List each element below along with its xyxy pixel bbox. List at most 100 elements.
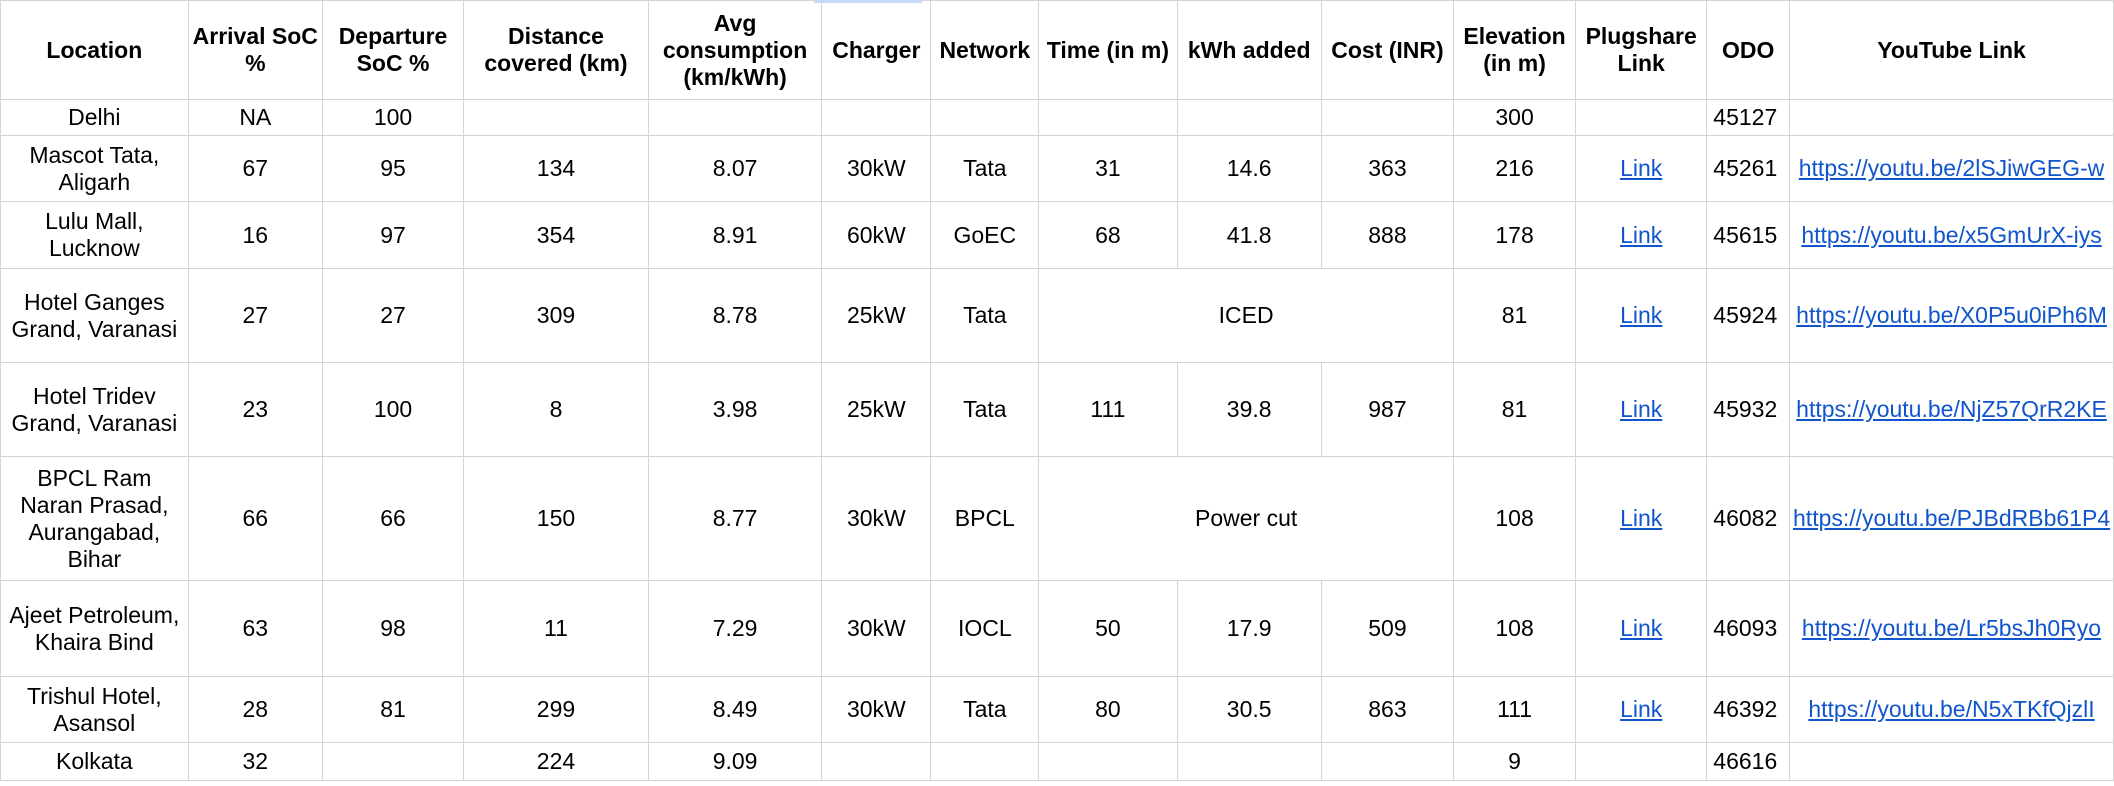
cell-charger[interactable]: 30kW — [821, 456, 932, 581]
cell-plugshare[interactable]: Link — [1575, 362, 1708, 457]
cell-distance[interactable]: 134 — [463, 135, 649, 202]
cell-network[interactable] — [930, 99, 1040, 136]
youtube-link[interactable]: https://youtu.be/2lSJiwGEG-w — [1798, 155, 2105, 181]
cell-cost[interactable]: 987 — [1320, 362, 1455, 457]
youtube-link[interactable]: https://youtu.be/N5xTKfQjzlI — [1808, 696, 2095, 722]
header-charger[interactable]: Charger — [821, 0, 932, 100]
cell-odo[interactable]: 45932 — [1706, 362, 1791, 457]
cell-charger[interactable]: 25kW — [821, 268, 932, 363]
cell-location[interactable]: Hotel Ganges Grand, Varanasi — [0, 268, 189, 363]
header-location[interactable]: Location — [0, 0, 189, 100]
cell-network[interactable] — [930, 742, 1040, 781]
cell-departure-soc[interactable]: 97 — [321, 201, 465, 269]
plugshare-link[interactable]: Link — [1620, 155, 1663, 181]
cell-location[interactable]: Delhi — [0, 99, 189, 136]
cell-departure-soc[interactable]: 95 — [321, 135, 465, 202]
cell-distance[interactable]: 11 — [463, 580, 649, 677]
cell-charger[interactable]: 60kW — [821, 201, 932, 269]
header-time[interactable]: Time (in m) — [1038, 0, 1178, 100]
cell-youtube[interactable] — [1789, 99, 2114, 136]
header-youtube[interactable]: YouTube Link — [1789, 0, 2114, 100]
cell-odo[interactable]: 45924 — [1706, 268, 1791, 363]
cell-network[interactable]: IOCL — [930, 580, 1040, 677]
cell-avg-consumption[interactable]: 9.09 — [647, 742, 823, 781]
cell-arrival-soc[interactable]: 67 — [187, 135, 323, 202]
cell-distance[interactable]: 8 — [463, 362, 649, 457]
plugshare-link[interactable]: Link — [1620, 221, 1663, 248]
cell-time[interactable]: 68 — [1038, 201, 1178, 269]
plugshare-link[interactable]: Link — [1620, 505, 1663, 531]
cell-arrival-soc[interactable]: 27 — [187, 268, 323, 363]
cell-kwh-added[interactable]: 39.8 — [1176, 362, 1322, 457]
cell-departure-soc[interactable]: 66 — [321, 456, 465, 581]
cell-cost[interactable]: 509 — [1320, 580, 1455, 677]
cell-cost[interactable]: 363 — [1320, 135, 1455, 202]
cell-merged-note[interactable]: ICED — [1038, 268, 1455, 363]
cell-arrival-soc[interactable]: 63 — [187, 580, 323, 677]
cell-distance[interactable]: 354 — [463, 201, 649, 269]
header-departure-soc[interactable]: Departure SoC % — [321, 0, 465, 100]
cell-youtube[interactable]: https://youtu.be/N5xTKfQjzlI — [1789, 676, 2114, 743]
cell-plugshare[interactable] — [1575, 99, 1708, 136]
cell-arrival-soc[interactable]: 66 — [187, 456, 323, 581]
cell-departure-soc[interactable]: 100 — [321, 99, 465, 136]
cell-distance[interactable]: 224 — [463, 742, 649, 781]
cell-odo[interactable]: 46093 — [1706, 580, 1791, 677]
cell-time[interactable] — [1038, 99, 1178, 136]
cell-kwh-added[interactable] — [1176, 742, 1322, 781]
cell-avg-consumption[interactable]: 8.49 — [647, 676, 823, 743]
cell-elevation[interactable]: 81 — [1453, 268, 1577, 363]
cell-network[interactable]: Tata — [930, 362, 1040, 457]
cell-location[interactable]: Lulu Mall, Lucknow — [0, 201, 189, 269]
cell-cost[interactable] — [1320, 742, 1455, 781]
cell-departure-soc[interactable] — [321, 742, 465, 781]
cell-kwh-added[interactable]: 41.8 — [1176, 201, 1322, 269]
cell-time[interactable] — [1038, 742, 1178, 781]
cell-elevation[interactable]: 81 — [1453, 362, 1577, 457]
cell-distance[interactable]: 299 — [463, 676, 649, 743]
cell-youtube[interactable]: https://youtu.be/PJBdRBb61P4 — [1789, 456, 2114, 581]
header-odo[interactable]: ODO — [1706, 0, 1791, 100]
cell-arrival-soc[interactable]: 16 — [187, 201, 323, 269]
cell-odo[interactable]: 45127 — [1706, 99, 1791, 136]
cell-elevation[interactable]: 216 — [1453, 135, 1577, 202]
cell-elevation[interactable]: 9 — [1453, 742, 1577, 781]
cell-avg-consumption[interactable]: 8.77 — [647, 456, 823, 581]
plugshare-link[interactable]: Link — [1620, 696, 1663, 722]
cell-plugshare[interactable]: Link — [1575, 135, 1708, 202]
cell-network[interactable]: BPCL — [930, 456, 1040, 581]
cell-location[interactable]: BPCL Ram Naran Prasad, Aurangabad, Bihar — [0, 456, 189, 581]
cell-odo[interactable]: 46616 — [1706, 742, 1791, 781]
cell-location[interactable]: Ajeet Petroleum, Khaira Bind — [0, 580, 189, 677]
header-arrival-soc[interactable]: Arrival SoC % — [187, 0, 323, 100]
cell-odo[interactable]: 46392 — [1706, 676, 1791, 743]
cell-youtube[interactable] — [1789, 742, 2114, 781]
youtube-link[interactable]: https://youtu.be/PJBdRBb61P4 — [1793, 505, 2111, 531]
cell-charger[interactable] — [821, 99, 932, 136]
cell-location[interactable]: Kolkata — [0, 742, 189, 781]
cell-merged-note[interactable]: Power cut — [1038, 456, 1455, 581]
youtube-link[interactable]: https://youtu.be/X0P5u0iPh6M — [1796, 302, 2107, 328]
cell-charger[interactable]: 30kW — [821, 676, 932, 743]
cell-network[interactable]: GoEC — [930, 201, 1040, 269]
cell-cost[interactable]: 888 — [1320, 201, 1455, 269]
cell-cost[interactable]: 863 — [1320, 676, 1455, 743]
cell-charger[interactable]: 30kW — [821, 580, 932, 677]
cell-kwh-added[interactable]: 17.9 — [1176, 580, 1322, 677]
cell-odo[interactable]: 45615 — [1706, 201, 1791, 269]
cell-kwh-added[interactable]: 14.6 — [1176, 135, 1322, 202]
cell-elevation[interactable]: 111 — [1453, 676, 1577, 743]
cell-cost[interactable] — [1320, 99, 1455, 136]
cell-departure-soc[interactable]: 98 — [321, 580, 465, 677]
cell-avg-consumption[interactable]: 8.91 — [647, 201, 823, 269]
header-avg-consumption[interactable]: Avg consumption (km/kWh) — [647, 0, 823, 100]
cell-charger[interactable]: 25kW — [821, 362, 932, 457]
cell-elevation[interactable]: 108 — [1453, 580, 1577, 677]
cell-arrival-soc[interactable]: 23 — [187, 362, 323, 457]
cell-departure-soc[interactable]: 100 — [321, 362, 465, 457]
cell-kwh-added[interactable] — [1176, 99, 1322, 136]
cell-time[interactable]: 111 — [1038, 362, 1178, 457]
cell-distance[interactable] — [463, 99, 649, 136]
cell-time[interactable]: 80 — [1038, 676, 1178, 743]
cell-network[interactable]: Tata — [930, 268, 1040, 363]
